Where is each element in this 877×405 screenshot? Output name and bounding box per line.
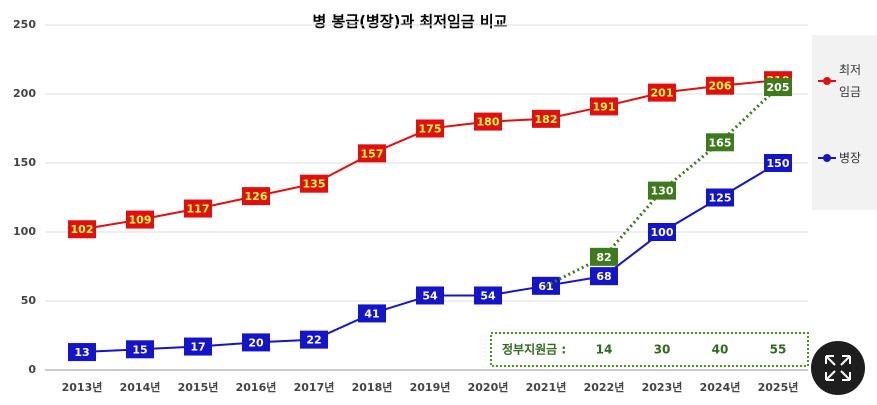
data-label: 157 (361, 147, 384, 160)
x-tick-label: 2025년 (758, 380, 799, 394)
data-point (706, 188, 734, 207)
x-tick-label: 2021년 (526, 380, 567, 394)
data-point (300, 330, 328, 349)
data-point (590, 247, 618, 266)
data-point (300, 174, 328, 193)
x-tick-label: 2024년 (700, 380, 741, 394)
data-label: 61 (538, 280, 553, 293)
data-point (648, 83, 676, 102)
legend-item: 최저임금 (818, 59, 867, 103)
data-label: 206 (709, 80, 732, 93)
data-point (68, 220, 96, 239)
data-point (648, 181, 676, 200)
annotation-box (490, 332, 809, 367)
data-point (184, 337, 212, 356)
x-tick-label: 2020년 (468, 380, 509, 394)
data-label: 150 (767, 157, 790, 170)
x-tick-label: 2014년 (120, 380, 161, 394)
y-tick-label: 100 (13, 225, 36, 238)
legend-swatch (818, 77, 836, 85)
data-label: 102 (71, 223, 94, 236)
data-label: 82 (596, 251, 611, 264)
data-label: 130 (651, 185, 674, 198)
data-point (590, 97, 618, 116)
expand-glyph (825, 355, 851, 381)
data-point (706, 133, 734, 152)
data-point (590, 267, 618, 286)
data-label: 126 (245, 190, 268, 203)
data-point (358, 304, 386, 323)
x-tick-label: 2017년 (294, 380, 335, 394)
data-label: 182 (535, 113, 558, 126)
x-tick-label: 2018년 (352, 380, 393, 394)
data-point (126, 340, 154, 359)
legend-label: 최저임금 (839, 63, 862, 99)
chart-title: 병 봉급(병장)과 최저임금 비교 (313, 13, 508, 31)
data-point (532, 109, 560, 128)
data-point (648, 223, 676, 241)
x-tick-label: 2016년 (236, 380, 277, 394)
y-tick-label: 150 (13, 156, 36, 169)
y-tick-label: 50 (21, 294, 37, 307)
data-label: 41 (364, 307, 379, 320)
data-label: 17 (190, 341, 205, 354)
annotation-value: 30 (654, 343, 671, 357)
data-point (706, 76, 734, 95)
y-tick-label: 0 (28, 363, 36, 376)
series-line (545, 86, 780, 288)
data-label: 201 (651, 87, 674, 100)
annotation-value: 55 (770, 343, 787, 357)
data-label: 180 (477, 116, 500, 129)
annotation-label: 정부지원금 : (502, 342, 566, 357)
data-point (474, 112, 502, 131)
data-label: 125 (709, 192, 732, 205)
data-point (184, 199, 212, 218)
x-tick-label: 2015년 (178, 380, 219, 394)
expand-icon[interactable] (811, 341, 865, 395)
x-tick-label: 2022년 (584, 380, 625, 394)
data-label: 205 (767, 81, 790, 94)
data-label: 13 (74, 346, 89, 359)
data-point (416, 286, 444, 305)
data-point (764, 78, 792, 97)
data-label: 109 (129, 214, 152, 227)
data-point (68, 343, 96, 362)
y-tick-label: 250 (13, 18, 36, 31)
data-label: 175 (419, 123, 442, 136)
data-point (242, 187, 270, 206)
annotation-value: 40 (712, 343, 729, 357)
legend-item: 병장 (818, 147, 867, 169)
data-label: 22 (306, 334, 321, 347)
data-label: 117 (187, 203, 210, 216)
y-tick-label: 200 (13, 87, 36, 100)
data-label: 54 (422, 289, 438, 302)
data-label: 100 (651, 226, 674, 239)
x-tick-label: 2013년 (62, 380, 103, 394)
data-point (126, 210, 154, 229)
data-point (416, 119, 444, 138)
data-point (242, 333, 270, 352)
x-tick-label: 2023년 (642, 380, 683, 394)
data-label: 20 (248, 336, 264, 349)
data-label: 191 (593, 100, 616, 113)
grid (45, 24, 808, 371)
annotation-value: 14 (596, 343, 613, 357)
data-label: 68 (596, 270, 611, 283)
data-label: 54 (480, 289, 496, 302)
data-label: 15 (132, 343, 147, 356)
data-point (474, 286, 502, 305)
x-tick-label: 2019년 (410, 380, 451, 394)
legend-swatch (818, 154, 836, 162)
data-label: 165 (709, 136, 732, 149)
data-point (764, 154, 792, 172)
legend-label: 병장 (839, 151, 862, 165)
data-label: 135 (303, 178, 326, 191)
data-point (358, 144, 386, 163)
